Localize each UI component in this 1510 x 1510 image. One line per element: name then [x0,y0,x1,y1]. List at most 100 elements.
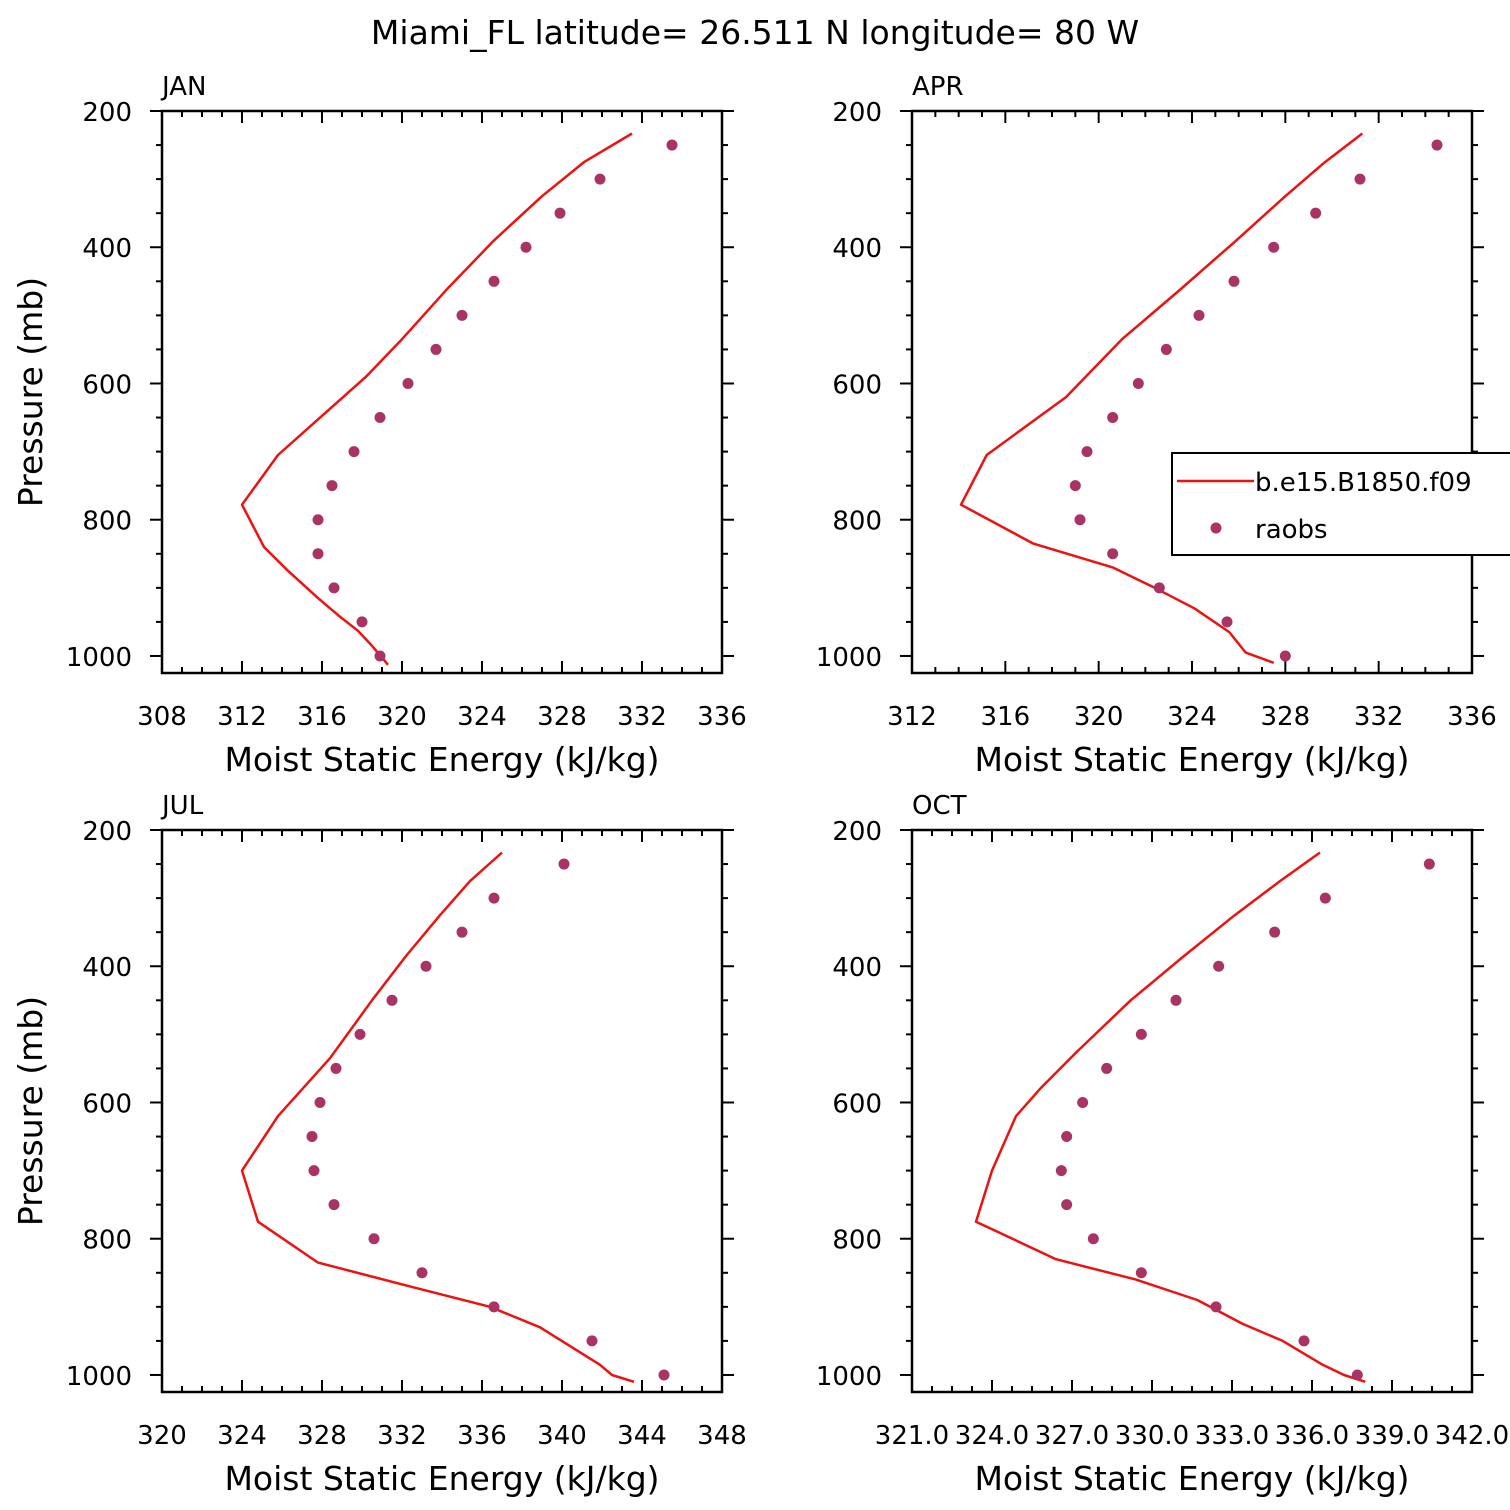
raobs-point [368,1233,380,1245]
y-tick-label: 800 [832,1226,882,1256]
raobs-point [1081,446,1093,458]
raobs-point [1055,1165,1067,1177]
x-tick-label: 344 [617,1421,667,1451]
raobs-point [1431,139,1443,151]
x-tick-label: 332 [1354,702,1404,732]
raobs-point [594,173,606,185]
raobs-point [330,1062,342,1074]
y-tick-label: 600 [82,1089,132,1119]
raobs-point [402,377,414,389]
x-tick-label: 320 [1074,702,1124,732]
y-tick-label: 200 [82,817,132,847]
raobs-point [386,994,398,1006]
panels-container: JAN 308 312 316 320 324 328 332 336 200 400 600 800 1… [11,72,1509,1498]
raobs-point [488,275,500,287]
x-tick-label: 312 [217,702,267,732]
x-tick-label: 336 [697,702,747,732]
raobs-point [1074,514,1086,526]
model-series-line [959,132,1364,664]
raobs-point [430,343,442,355]
raobs-point [658,1369,670,1381]
y-tick-label: 400 [82,234,132,264]
panel-jul: JUL 320 324 328 332 336 340 344 348 200 400 600 800 1… [11,791,747,1498]
x-tick-label: 316 [981,702,1031,732]
raobs-point [1319,892,1331,904]
raobs-point [420,960,432,972]
x-tick-label: 316 [297,702,347,732]
x-tick-label: 308 [137,702,187,732]
y-tick-label: 800 [832,507,882,537]
panel-title: OCT [912,791,967,821]
raobs-point [1354,173,1366,185]
raobs-point [586,1335,598,1347]
x-tick-label: 328 [297,1421,347,1451]
raobs-point [1135,1028,1147,1040]
raobs-point [328,582,340,594]
raobs-point [314,1096,326,1108]
raobs-point [328,1199,340,1211]
model-series-line [240,132,633,666]
y-tick-label: 800 [82,1226,132,1256]
x-tick-label: 336 [457,1421,507,1451]
x-tick-label: 327.0 [1035,1421,1109,1451]
raobs-point [312,548,324,560]
raobs-point [1101,1062,1113,1074]
raobs-point [416,1267,428,1279]
raobs-point [488,892,500,904]
x-tick-label: 324.0 [955,1421,1029,1451]
y-tick-label: 600 [832,370,882,400]
x-tick-label: 328 [1261,702,1311,732]
x-tick-label: 342.0 [1435,1421,1509,1451]
y-tick-label: 200 [832,817,882,847]
plot-frame [160,109,724,675]
y-tick-label: 1000 [66,643,132,673]
x-tick-label: 348 [697,1421,747,1451]
x-tick-label: 333.0 [1195,1421,1269,1451]
panel-title: JUL [160,791,204,821]
raobs-point [1210,1301,1222,1313]
panel-oct: OCT 321.0 324.0 327.0 330.0 333.0 336.0 339.0 34… [816,791,1509,1498]
raobs-point [308,1165,320,1177]
panel-jan: JAN 308 312 316 320 324 328 332 336 200 400 600 800 1… [11,72,747,779]
y-axis-label: Pressure (mb) [11,996,50,1226]
raobs-point [374,412,386,424]
x-tick-label: 336 [1447,702,1497,732]
x-axis-label: Moist Static Energy (kJ/kg) [224,1459,659,1498]
x-axis-label: Moist Static Energy (kJ/kg) [224,740,659,779]
panel-title: JAN [160,72,206,102]
raobs-point [1298,1335,1310,1347]
y-tick-label: 200 [82,98,132,128]
model-series-line [974,851,1366,1383]
y-tick-label: 400 [832,234,882,264]
legend-label-raobs: raobs [1255,515,1328,545]
raobs-point [666,139,678,151]
raobs-point [1423,858,1435,870]
raobs-point [348,446,360,458]
figure-title: Miami_FL latitude= 26.511 N longitude= 8… [371,13,1139,52]
x-tick-label: 328 [537,702,587,732]
model-series-line [240,851,635,1383]
raobs-point [1310,207,1322,219]
y-tick-label: 600 [82,370,132,400]
x-tick-label: 330.0 [1115,1421,1189,1451]
x-axis-label: Moist Static Energy (kJ/kg) [974,1459,1409,1498]
raobs-point [1069,480,1081,492]
y-tick-label: 1000 [816,643,882,673]
raobs-point [1170,994,1182,1006]
y-tick-label: 200 [832,98,882,128]
raobs-point [1268,241,1280,253]
x-axis-label: Moist Static Energy (kJ/kg) [974,740,1409,779]
x-tick-label: 321.0 [875,1421,949,1451]
legend-dot-swatch [1210,522,1222,534]
legend: b.e15.B1850.f09 raobs [1171,452,1510,556]
y-axis-label: Pressure (mb) [11,277,50,507]
plot-frame [910,109,1474,675]
raobs-point [306,1131,318,1143]
raobs-point [1061,1199,1073,1211]
x-tick-label: 332 [617,702,667,732]
raobs-point [326,480,338,492]
x-tick-label: 320 [137,1421,187,1451]
raobs-point [354,1028,366,1040]
y-tick-label: 1000 [66,1362,132,1392]
x-tick-label: 339.0 [1355,1421,1429,1451]
